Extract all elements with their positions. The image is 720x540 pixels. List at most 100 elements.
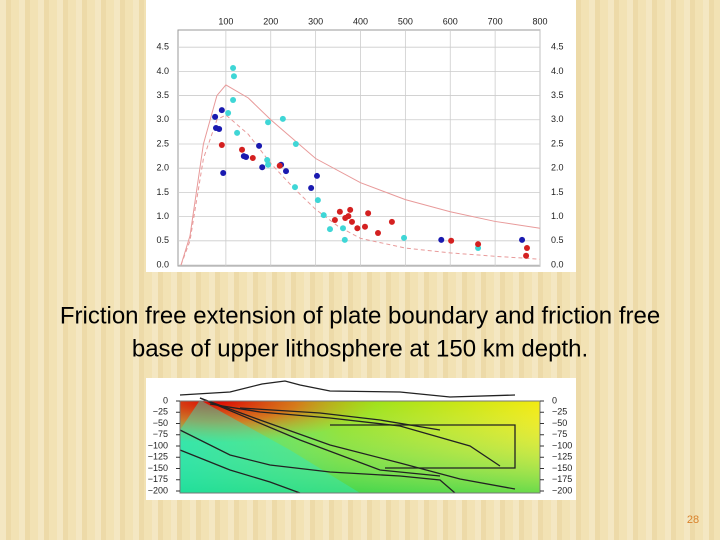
data-point <box>438 236 445 243</box>
data-point <box>243 154 250 161</box>
x-tick-label: 800 <box>532 16 547 26</box>
data-point <box>292 140 299 147</box>
y-tick-label: −50 <box>153 418 168 428</box>
y2-tick-label: 4.5 <box>551 42 564 52</box>
data-point <box>256 142 263 149</box>
data-point <box>220 170 227 177</box>
y2-tick-label: 2.5 <box>551 138 564 148</box>
y-tick-label: −25 <box>153 407 168 417</box>
x-tick-label: 300 <box>308 16 323 26</box>
data-point <box>314 197 321 204</box>
data-point <box>239 146 246 153</box>
data-point <box>291 184 298 191</box>
x-tick-label: 600 <box>443 16 458 26</box>
y2-tick-label: −125 <box>552 452 572 462</box>
y2-tick-label: 1.0 <box>551 211 564 221</box>
data-point <box>264 156 271 163</box>
x-tick-label: 100 <box>218 16 233 26</box>
data-point <box>341 236 348 243</box>
y2-tick-label: −175 <box>552 474 572 484</box>
data-point <box>283 168 290 175</box>
y2-tick-label: −150 <box>552 463 572 473</box>
x-tick-label: 400 <box>353 16 368 26</box>
data-point <box>354 225 361 232</box>
y2-tick-label: 0.0 <box>551 259 564 269</box>
caption: Friction free extension of plate boundar… <box>60 302 660 329</box>
data-point <box>279 115 286 122</box>
y-tick-label: 2.0 <box>156 163 169 173</box>
data-point <box>361 223 368 230</box>
data-point <box>331 216 338 223</box>
data-point <box>388 218 395 225</box>
y-tick-label: −75 <box>153 429 168 439</box>
y-tick-label: −175 <box>148 474 168 484</box>
y-tick-label: −200 <box>148 485 168 495</box>
data-point <box>320 212 327 219</box>
data-point <box>339 225 346 232</box>
data-point <box>519 236 526 243</box>
slide-number: 28 <box>687 514 699 526</box>
data-point <box>230 64 237 71</box>
y-tick-label: −100 <box>148 440 168 450</box>
data-point <box>313 172 320 179</box>
y2-tick-label: 3.0 <box>551 114 564 124</box>
y-tick-label: 0.0 <box>156 259 169 269</box>
data-point <box>276 162 283 169</box>
y2-tick-label: 3.5 <box>551 90 564 100</box>
data-point <box>348 218 355 225</box>
y2-tick-label: −75 <box>552 429 567 439</box>
data-point <box>265 161 272 168</box>
y2-tick-label: −50 <box>552 418 567 428</box>
data-point <box>523 252 530 259</box>
data-point <box>365 210 372 217</box>
data-point <box>225 110 232 117</box>
y-tick-label: 3.0 <box>156 114 169 124</box>
y2-tick-label: 4.0 <box>551 66 564 76</box>
y-tick-label: −125 <box>148 452 168 462</box>
y2-tick-label: 2.0 <box>551 163 564 173</box>
y-tick-label: −150 <box>148 463 168 473</box>
y-tick-label: 2.5 <box>156 138 169 148</box>
x-tick-label: 200 <box>263 16 278 26</box>
y-tick-label: 3.5 <box>156 90 169 100</box>
data-point <box>218 141 225 148</box>
model-curve <box>180 84 541 266</box>
data-point <box>218 107 225 114</box>
data-point <box>345 213 352 220</box>
y-tick-label: 4.5 <box>156 42 169 52</box>
data-point <box>475 241 482 248</box>
y-tick-label: 1.5 <box>156 187 169 197</box>
y-tick-label: 0 <box>163 395 168 405</box>
y2-tick-label: 0.5 <box>551 235 564 245</box>
data-point <box>230 73 237 80</box>
caption: base of upper lithosphere at 150 km dept… <box>132 335 588 362</box>
x-tick-label: 700 <box>488 16 503 26</box>
y2-tick-label: −200 <box>552 485 572 495</box>
y2-tick-label: 0 <box>552 395 557 405</box>
section-image <box>179 380 541 494</box>
data-point <box>249 155 256 162</box>
data-point <box>212 113 219 120</box>
y2-tick-label: 1.5 <box>551 187 564 197</box>
chart-panel <box>146 0 576 272</box>
data-point <box>234 129 241 136</box>
data-point <box>259 164 266 171</box>
y-tick-label: 0.5 <box>156 235 169 245</box>
data-point <box>375 230 382 237</box>
y2-tick-label: −25 <box>552 407 567 417</box>
data-point <box>308 185 315 192</box>
data-point <box>336 208 343 215</box>
data-point <box>347 206 354 213</box>
data-point <box>216 125 223 132</box>
y2-tick-label: −100 <box>552 440 572 450</box>
data-point <box>230 96 237 103</box>
data-point <box>448 237 455 244</box>
data-point <box>401 234 408 241</box>
y-tick-label: 1.0 <box>156 211 169 221</box>
x-tick-label: 500 <box>398 16 413 26</box>
y-tick-label: 4.0 <box>156 66 169 76</box>
data-point <box>523 245 530 252</box>
data-point <box>326 226 333 233</box>
